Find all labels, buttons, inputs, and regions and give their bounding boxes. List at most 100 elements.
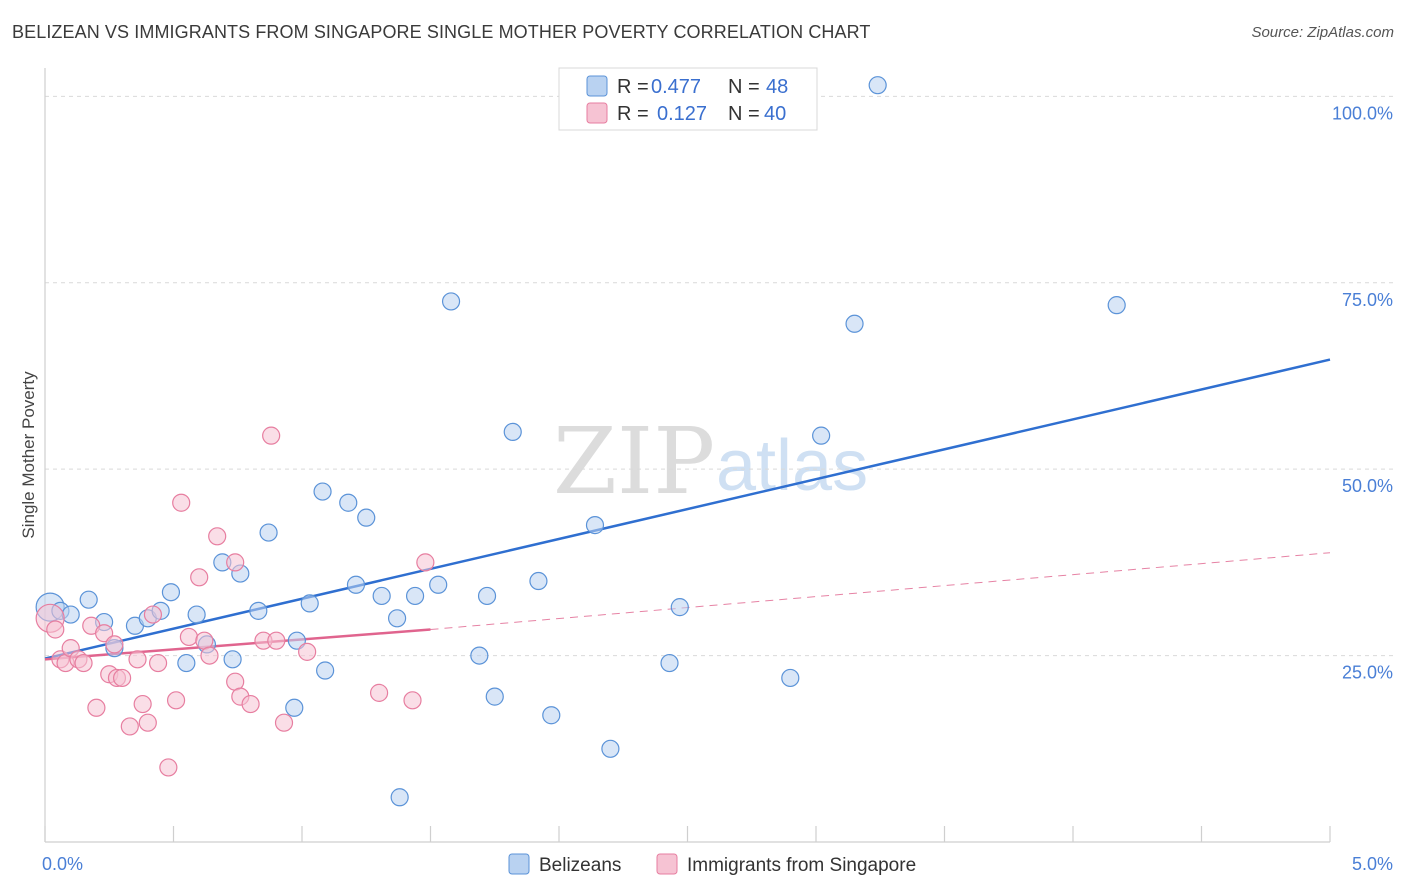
legend-swatch-singapore [656,853,678,875]
point-belizeans [249,601,268,620]
legend-r-label: R = [617,103,649,125]
point-singapore [262,426,281,445]
legend-bottom: Belizeans Immigrants from Singapore [508,853,916,876]
point-singapore [143,605,163,624]
x-tick-label: 5.0% [1352,854,1393,874]
point-belizeans [313,482,332,501]
watermark: ZIP atlas [553,408,868,515]
point-belizeans [470,646,489,665]
point-singapore [128,650,147,669]
point-singapore [200,646,219,665]
point-belizeans [660,653,679,673]
legend-top: R = 0.477 N = 48 R = 0.127 N = 40 [558,67,818,131]
point-singapore [190,568,209,587]
point-singapore [267,631,286,650]
y-tick-label: 100.0% [1332,103,1393,123]
point-belizeans [387,609,407,628]
point-singapore [120,717,139,736]
point-belizeans [868,76,887,95]
point-belizeans [223,650,242,669]
point-belizeans [372,586,391,606]
watermark-zip: ZIP [553,408,715,515]
point-singapore [416,553,435,572]
x-tick-labels: 0.0% 5.0% [42,854,1393,874]
point-belizeans [670,598,689,617]
chart-title: BELIZEAN VS IMMIGRANTS FROM SINGAPORE SI… [12,22,871,42]
axes [44,68,1331,843]
point-singapore [138,713,157,732]
point-singapore [148,653,168,673]
y-tick-label: 75.0% [1342,290,1393,310]
point-belizeans [357,508,376,527]
y-axis-label: Single Mother Poverty [19,371,38,539]
point-singapore [133,694,152,714]
point-belizeans [390,788,409,807]
point-belizeans [287,631,306,650]
y-tick-label: 50.0% [1342,476,1393,496]
legend-n-label: N = [728,76,760,98]
point-belizeans [529,571,548,591]
legend-n-value: 40 [764,103,786,125]
point-belizeans [300,594,319,613]
point-belizeans [339,493,358,512]
y-tick-label: 25.0% [1342,663,1393,683]
legend-r-label: R = [617,76,649,98]
point-singapore [298,642,317,661]
point-singapore [95,624,114,643]
legend-swatch-belizeans [508,853,530,875]
point-belizeans [259,523,278,542]
trend-lines [44,358,1331,661]
point-singapore [105,635,124,654]
legend-r-value: 0.477 [651,76,701,98]
point-belizeans [601,739,620,758]
data-points [35,76,1126,807]
point-belizeans [477,586,497,606]
point-singapore [172,493,191,512]
point-belizeans [316,661,335,680]
x-tick-label: 0.0% [42,854,83,874]
point-belizeans [346,575,366,594]
point-belizeans [1107,296,1126,315]
point-belizeans [485,687,504,706]
point-belizeans [61,605,80,624]
point-belizeans [585,516,605,535]
point-belizeans [845,314,864,333]
point-singapore [241,694,260,714]
point-belizeans [503,422,522,442]
point-belizeans [285,698,304,717]
point-belizeans [177,653,196,673]
source-label: Source: ZipAtlas.com [1251,24,1394,41]
point-belizeans [441,292,461,311]
point-singapore [87,698,106,717]
legend-item-singapore: Immigrants from Singapore [687,855,916,876]
legend-r-value: 0.127 [657,103,707,125]
legend-swatch-singapore [586,102,608,124]
point-singapore [179,627,199,647]
point-singapore [112,668,132,688]
point-belizeans [187,605,206,624]
watermark-atlas: atlas [716,426,868,506]
point-belizeans [429,575,448,594]
point-singapore [208,527,227,546]
point-belizeans [405,586,425,606]
point-belizeans [812,426,831,445]
point-singapore [370,683,389,702]
point-belizeans [79,590,98,609]
point-singapore [46,620,65,639]
point-singapore [166,691,186,710]
legend-n-value: 48 [766,76,788,98]
legend-swatch-belizeans [586,75,608,97]
legend-item-belizeans: Belizeans [539,855,621,876]
point-singapore [403,691,422,710]
point-belizeans [781,668,800,688]
point-belizeans [542,706,561,725]
point-singapore [226,553,245,572]
trend-line-singapore-extension [430,552,1331,630]
point-singapore [274,713,294,732]
point-singapore [159,758,178,777]
point-singapore [74,653,93,673]
trend-line-belizeans [44,358,1331,660]
legend-n-label: N = [728,103,760,125]
point-belizeans [161,583,181,602]
